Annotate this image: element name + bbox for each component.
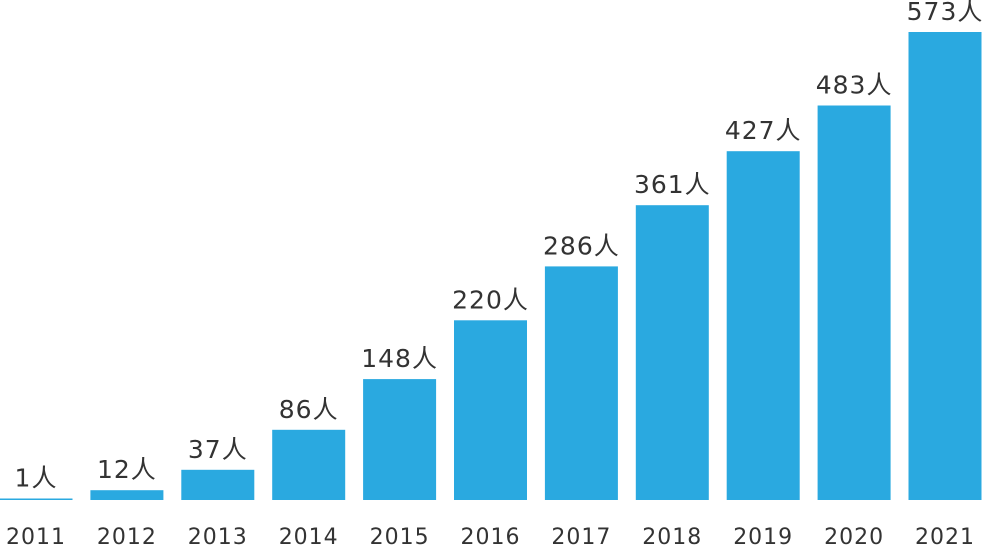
bar-2016 [454, 320, 527, 500]
value-label-2015: 148人 [361, 344, 438, 373]
bar-2014 [272, 429, 346, 500]
bar-2015 [363, 379, 437, 500]
bar-2017 [544, 266, 618, 500]
value-label-2020: 483人 [816, 71, 893, 100]
value-label-2016: 220人 [452, 285, 529, 314]
bar-2021 [908, 32, 982, 500]
bar-2020 [817, 105, 891, 500]
bar-2011 [0, 498, 73, 500]
value-label-2014: 86人 [279, 395, 339, 424]
x-tick-label-2020: 2020 [824, 525, 884, 548]
value-label-2017: 286人 [543, 231, 620, 260]
value-label-2018: 361人 [634, 170, 711, 199]
value-label-2013: 37人 [188, 435, 248, 464]
bar-2018 [635, 205, 709, 500]
x-tick-label-2013: 2013 [188, 525, 248, 548]
x-tick-label-2018: 2018 [642, 525, 702, 548]
bar-2019 [726, 151, 800, 500]
x-tick-label-2012: 2012 [97, 525, 157, 548]
bar-2012 [90, 490, 164, 500]
bar-2013 [181, 469, 255, 500]
value-label-2019: 427人 [725, 116, 802, 145]
x-tick-label-2014: 2014 [279, 525, 339, 548]
value-labels-group: 1人 12人 37人 86人 148人 220人 286人 361人 427人 483人 573人 [15, 0, 984, 493]
x-tick-label-2016: 2016 [461, 525, 521, 548]
bars-group [0, 32, 982, 500]
x-tick-label-2011: 2011 [6, 525, 66, 548]
x-tick-label-2021: 2021 [915, 525, 975, 548]
x-tick-label-2019: 2019 [733, 525, 793, 548]
value-label-2021: 573人 [907, 0, 984, 26]
value-label-2011: 1人 [15, 464, 58, 493]
x-tick-label-2015: 2015 [370, 525, 430, 548]
year-labels-group: 2011 2012 2013 2014 2015 2016 2017 2018 2019 2020… [6, 525, 975, 548]
value-label-2012: 12人 [97, 455, 157, 484]
x-tick-label-2017: 2017 [551, 525, 611, 548]
